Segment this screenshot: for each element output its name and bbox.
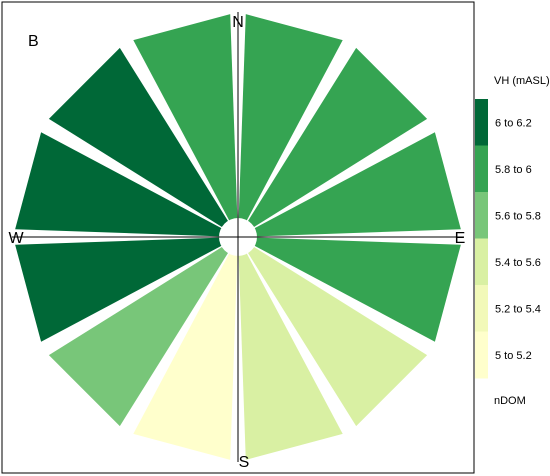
- sector-wsw: [15, 237, 230, 342]
- direction-label-east: E: [455, 230, 466, 247]
- legend-label: 5.8 to 6: [495, 164, 532, 176]
- legend-swatch: [475, 285, 488, 332]
- legend-label: 5.2 to 5.4: [495, 303, 541, 315]
- legend-title: VH (mASL): [494, 75, 550, 87]
- legend-swatch: [475, 145, 488, 193]
- legend-swatch: [475, 238, 488, 286]
- panel-label: B: [28, 33, 39, 50]
- legend-swatches: 6 to 6.2 5.8 to 6 5.6 to 5.8 5.4 to 5.6 5.2 …: [475, 99, 541, 379]
- legend-label: 6 to 6.2: [495, 117, 532, 129]
- sector-e: [246, 237, 461, 342]
- legend-swatch: [475, 192, 488, 239]
- sector-s: [133, 245, 238, 460]
- direction-label-north: N: [232, 14, 244, 31]
- legend-label: 5.4 to 5.6: [495, 257, 541, 269]
- sector-ssw: [48, 242, 233, 427]
- sector-w: [15, 132, 230, 237]
- sector-ese: [243, 242, 428, 427]
- sector-wnw: [48, 47, 233, 232]
- rose-sectors: [15, 14, 461, 460]
- sector-sse: [238, 245, 343, 460]
- sector-nnw: [133, 14, 238, 229]
- legend: VH (mASL) 6 to 6.2 5.8 to 6 5.6 to 5.8 5.4 …: [475, 75, 550, 407]
- legend-swatch: [475, 331, 488, 379]
- direction-label-west: W: [8, 230, 24, 247]
- direction-label-south: S: [239, 454, 250, 471]
- legend-label: 5 to 5.2: [495, 350, 532, 362]
- sector-ene: [246, 132, 461, 237]
- sector-n: [238, 14, 343, 229]
- legend-swatch: [475, 99, 488, 146]
- legend-label: 5.6 to 5.8: [495, 210, 541, 222]
- sector-nne: [243, 47, 428, 232]
- plot-frame: [1, 1, 475, 474]
- legend-subtitle: nDOM: [494, 395, 526, 407]
